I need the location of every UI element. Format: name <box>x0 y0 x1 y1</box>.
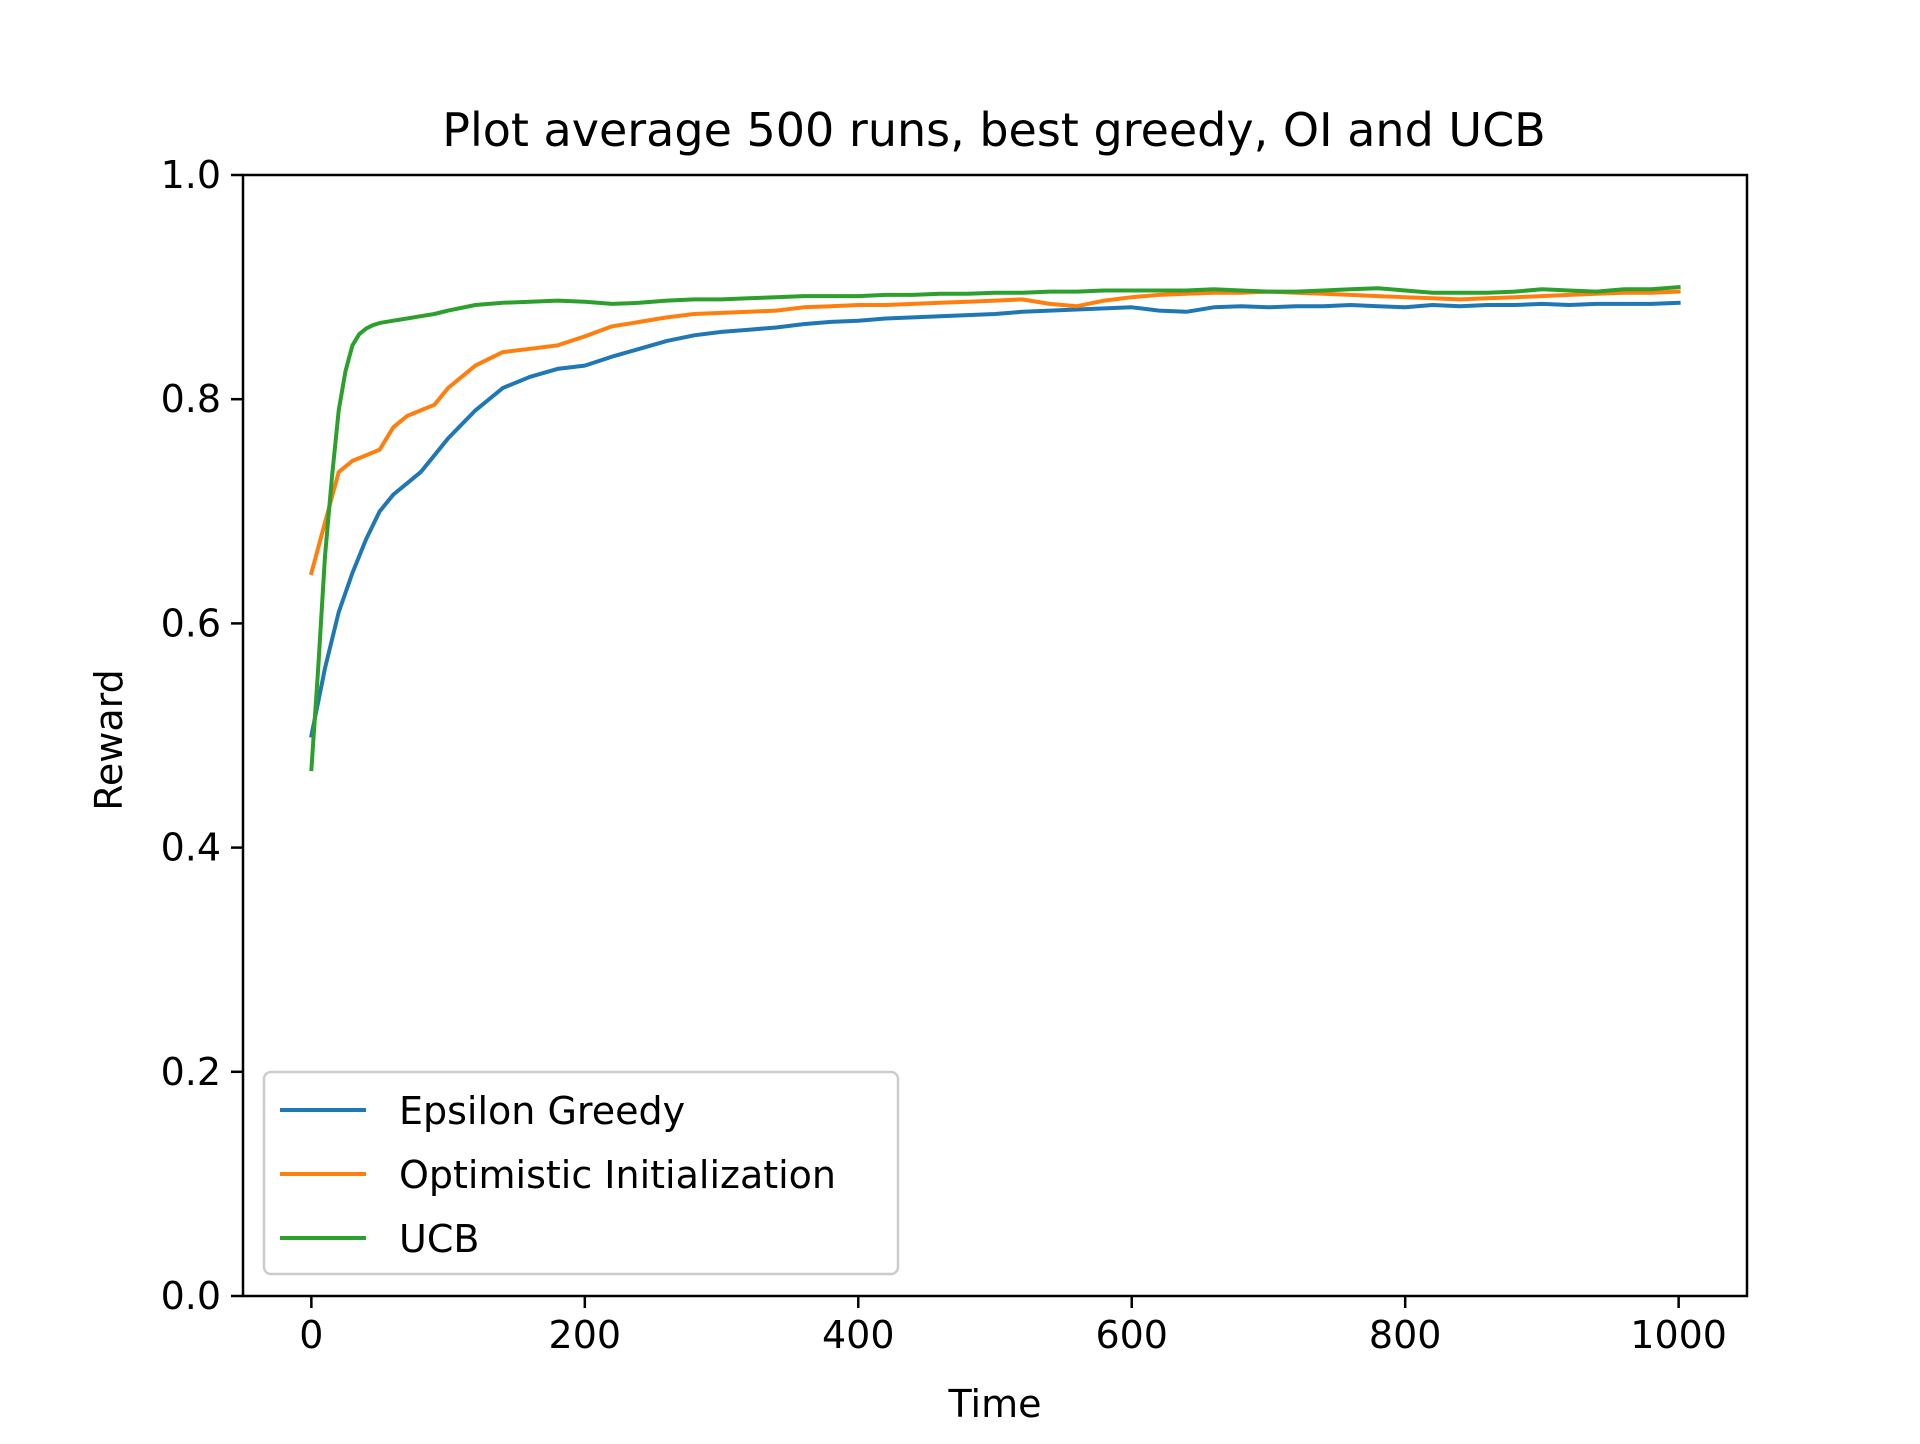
x-tick-label: 1000 <box>1630 1313 1727 1357</box>
series-line-epsilon-greedy <box>309 300 1681 738</box>
x-tick-label: 200 <box>549 1313 622 1357</box>
chart-title: Plot average 500 runs, best greedy, OI a… <box>442 103 1546 157</box>
y-tick-label: 0.4 <box>161 826 221 870</box>
legend: Epsilon Greedy Optimistic Initialization U… <box>262 1070 900 1276</box>
series-line-optimistic-initialization <box>308 289 1681 576</box>
legend-label-optimistic-initialization: Optimistic Initialization <box>399 1153 836 1197</box>
x-tick-label: 800 <box>1369 1313 1442 1357</box>
legend-box <box>262 1070 900 1276</box>
y-axis-label: Reward <box>87 669 131 811</box>
plot-area-frame <box>241 173 1749 1298</box>
legend-label-epsilon-greedy: Epsilon Greedy <box>399 1089 685 1133</box>
legend-label-ucb: UCB <box>399 1217 479 1261</box>
x-axis-label: Time <box>948 1382 1042 1426</box>
y-tick-label: 0.6 <box>161 601 221 645</box>
y-tick-label: 0.8 <box>161 377 221 421</box>
y-tick-label: 0.0 <box>161 1274 221 1318</box>
y-axis-ticks: 0.0 0.2 0.4 0.6 0.8 1.0 <box>161 153 243 1318</box>
x-tick-label: 600 <box>1095 1313 1168 1357</box>
x-tick-label: 400 <box>822 1313 895 1357</box>
x-axis-ticks: 0 200 400 600 800 1000 <box>299 1296 1727 1357</box>
y-tick-label: 1.0 <box>161 153 221 197</box>
series-line-ucb <box>309 284 1681 772</box>
x-tick-label: 0 <box>299 1313 323 1357</box>
series-lines <box>308 284 1681 772</box>
y-tick-label: 0.2 <box>161 1050 221 1094</box>
